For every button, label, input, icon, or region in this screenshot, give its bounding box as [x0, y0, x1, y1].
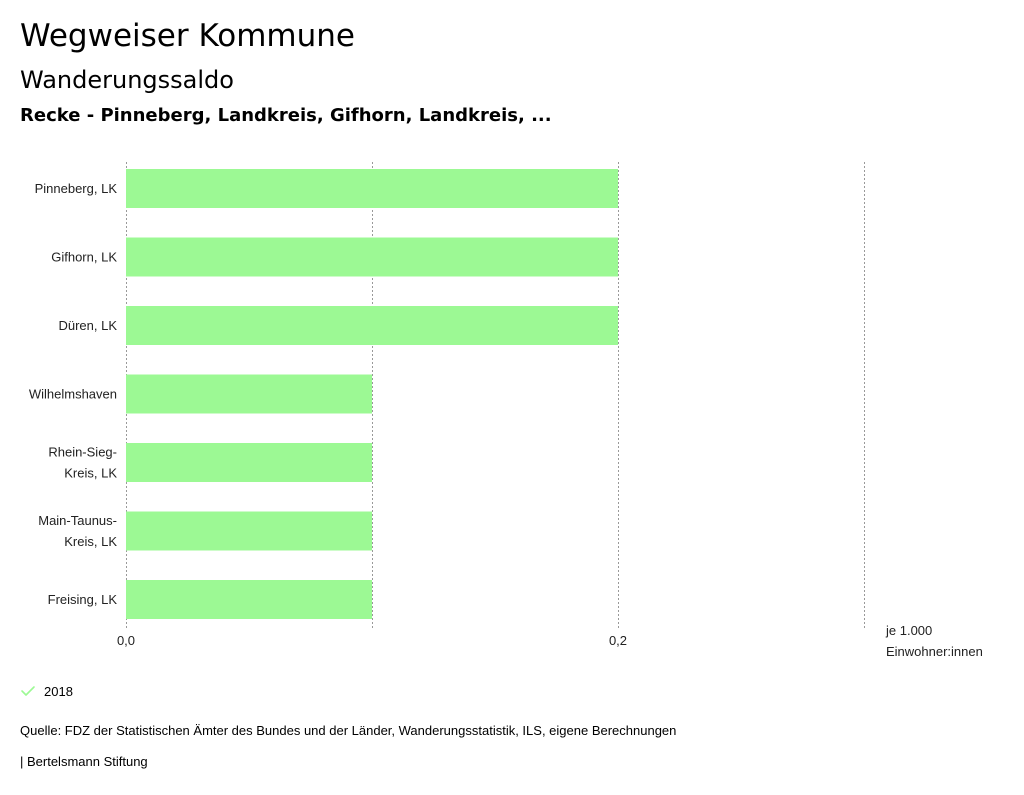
chart-title: Wegweiser Kommune — [20, 18, 355, 54]
region-selection: Recke - Pinneberg, Landkreis, Gifhorn, L… — [20, 105, 552, 126]
category-label: Kreis, LK — [64, 466, 117, 481]
bar-0 — [126, 169, 618, 208]
category-label: Kreis, LK — [64, 534, 117, 549]
legend-label: 2018 — [44, 683, 73, 699]
unit-label: Einwohner:innen — [886, 644, 983, 659]
legend-item-2018[interactable]: 2018 — [20, 683, 73, 699]
category-label: Wilhelmshaven — [29, 387, 117, 402]
source-note: Quelle: FDZ der Statistischen Ämter des … — [20, 723, 677, 738]
category-label: Main-Taunus- — [38, 513, 117, 528]
category-label: Freising, LK — [48, 592, 118, 607]
credit-note: | Bertelsmann Stiftung — [20, 754, 148, 769]
bar-6 — [126, 580, 372, 619]
bar-5 — [126, 511, 372, 551]
bar-1 — [126, 237, 618, 277]
category-label: Gifhorn, LK — [51, 250, 117, 265]
unit-label: je 1.000 — [885, 623, 932, 638]
x-tick-label: 0,2 — [609, 633, 627, 648]
check-icon — [21, 686, 35, 696]
category-label: Rhein-Sieg- — [48, 445, 117, 460]
bar-2 — [126, 306, 618, 345]
category-label: Düren, LK — [58, 318, 117, 333]
bar-3 — [126, 374, 372, 414]
category-label: Pinneberg, LK — [35, 181, 118, 196]
x-tick-label: 0,0 — [117, 633, 135, 648]
bar-4 — [126, 443, 372, 482]
chart-subtitle: Wanderungssaldo — [20, 66, 234, 94]
